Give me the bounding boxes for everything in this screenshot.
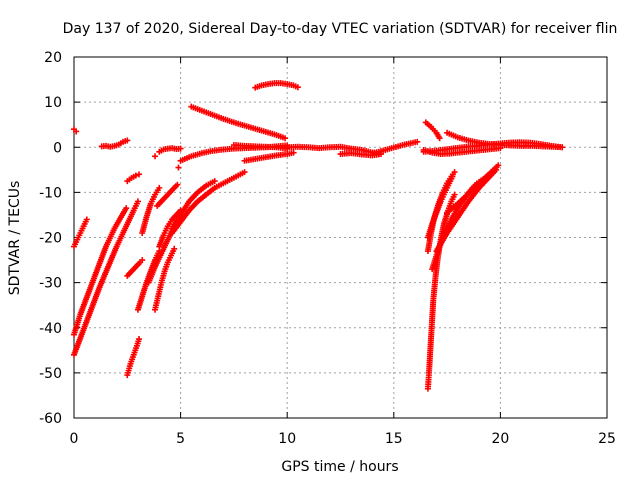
data-point	[414, 138, 421, 145]
data-points	[71, 80, 566, 392]
data-point	[73, 128, 80, 135]
data-point	[132, 172, 139, 179]
data-point	[139, 257, 146, 264]
data-point	[171, 245, 178, 252]
y-tick-label: -10	[39, 185, 62, 201]
data-point	[294, 84, 301, 91]
y-tick-label: 20	[44, 50, 62, 66]
data-point	[290, 149, 297, 156]
axis-ticks: 0 5 10 15 20 25 -60 -50 -40 -30 -20 -10 0 10 20	[39, 50, 616, 447]
y-tick-label: -30	[39, 276, 62, 292]
data-point	[495, 162, 502, 169]
data-point	[124, 137, 131, 144]
y-axis-label: SDTVAR / TECUs	[7, 181, 23, 296]
y-tick-label: -50	[39, 366, 62, 382]
y-tick-label: 0	[53, 140, 62, 156]
x-tick-label: 5	[176, 431, 185, 447]
grid-lines	[74, 57, 607, 418]
data-point	[123, 205, 130, 212]
data-point	[83, 216, 90, 223]
y-tick-label: 10	[44, 95, 62, 111]
data-point	[559, 144, 566, 151]
x-tick-label: 15	[385, 431, 403, 447]
data-point	[282, 135, 289, 142]
x-axis-label: GPS time / hours	[281, 459, 398, 475]
y-tick-label: -40	[39, 321, 62, 337]
x-tick-label: 20	[491, 431, 509, 447]
data-point	[211, 178, 218, 185]
data-point	[174, 181, 181, 188]
plot-frame	[73, 56, 608, 419]
x-tick-label: 25	[598, 431, 616, 447]
data-point	[134, 198, 141, 205]
data-point	[136, 336, 143, 343]
data-point	[451, 191, 458, 198]
x-tick-label: 0	[70, 431, 79, 447]
data-point	[436, 135, 443, 142]
data-point	[449, 173, 456, 180]
data-point	[136, 171, 143, 178]
data-point	[451, 169, 458, 176]
data-point	[241, 169, 248, 176]
x-tick-label: 10	[278, 431, 296, 447]
chart-title: Day 137 of 2020, Sidereal Day-to-day VTE…	[63, 21, 618, 37]
y-tick-label: -60	[39, 411, 62, 427]
data-point	[152, 153, 159, 160]
data-point	[156, 184, 163, 191]
data-point	[175, 164, 182, 171]
data-point	[177, 145, 184, 152]
y-tick-label: -20	[39, 231, 62, 247]
